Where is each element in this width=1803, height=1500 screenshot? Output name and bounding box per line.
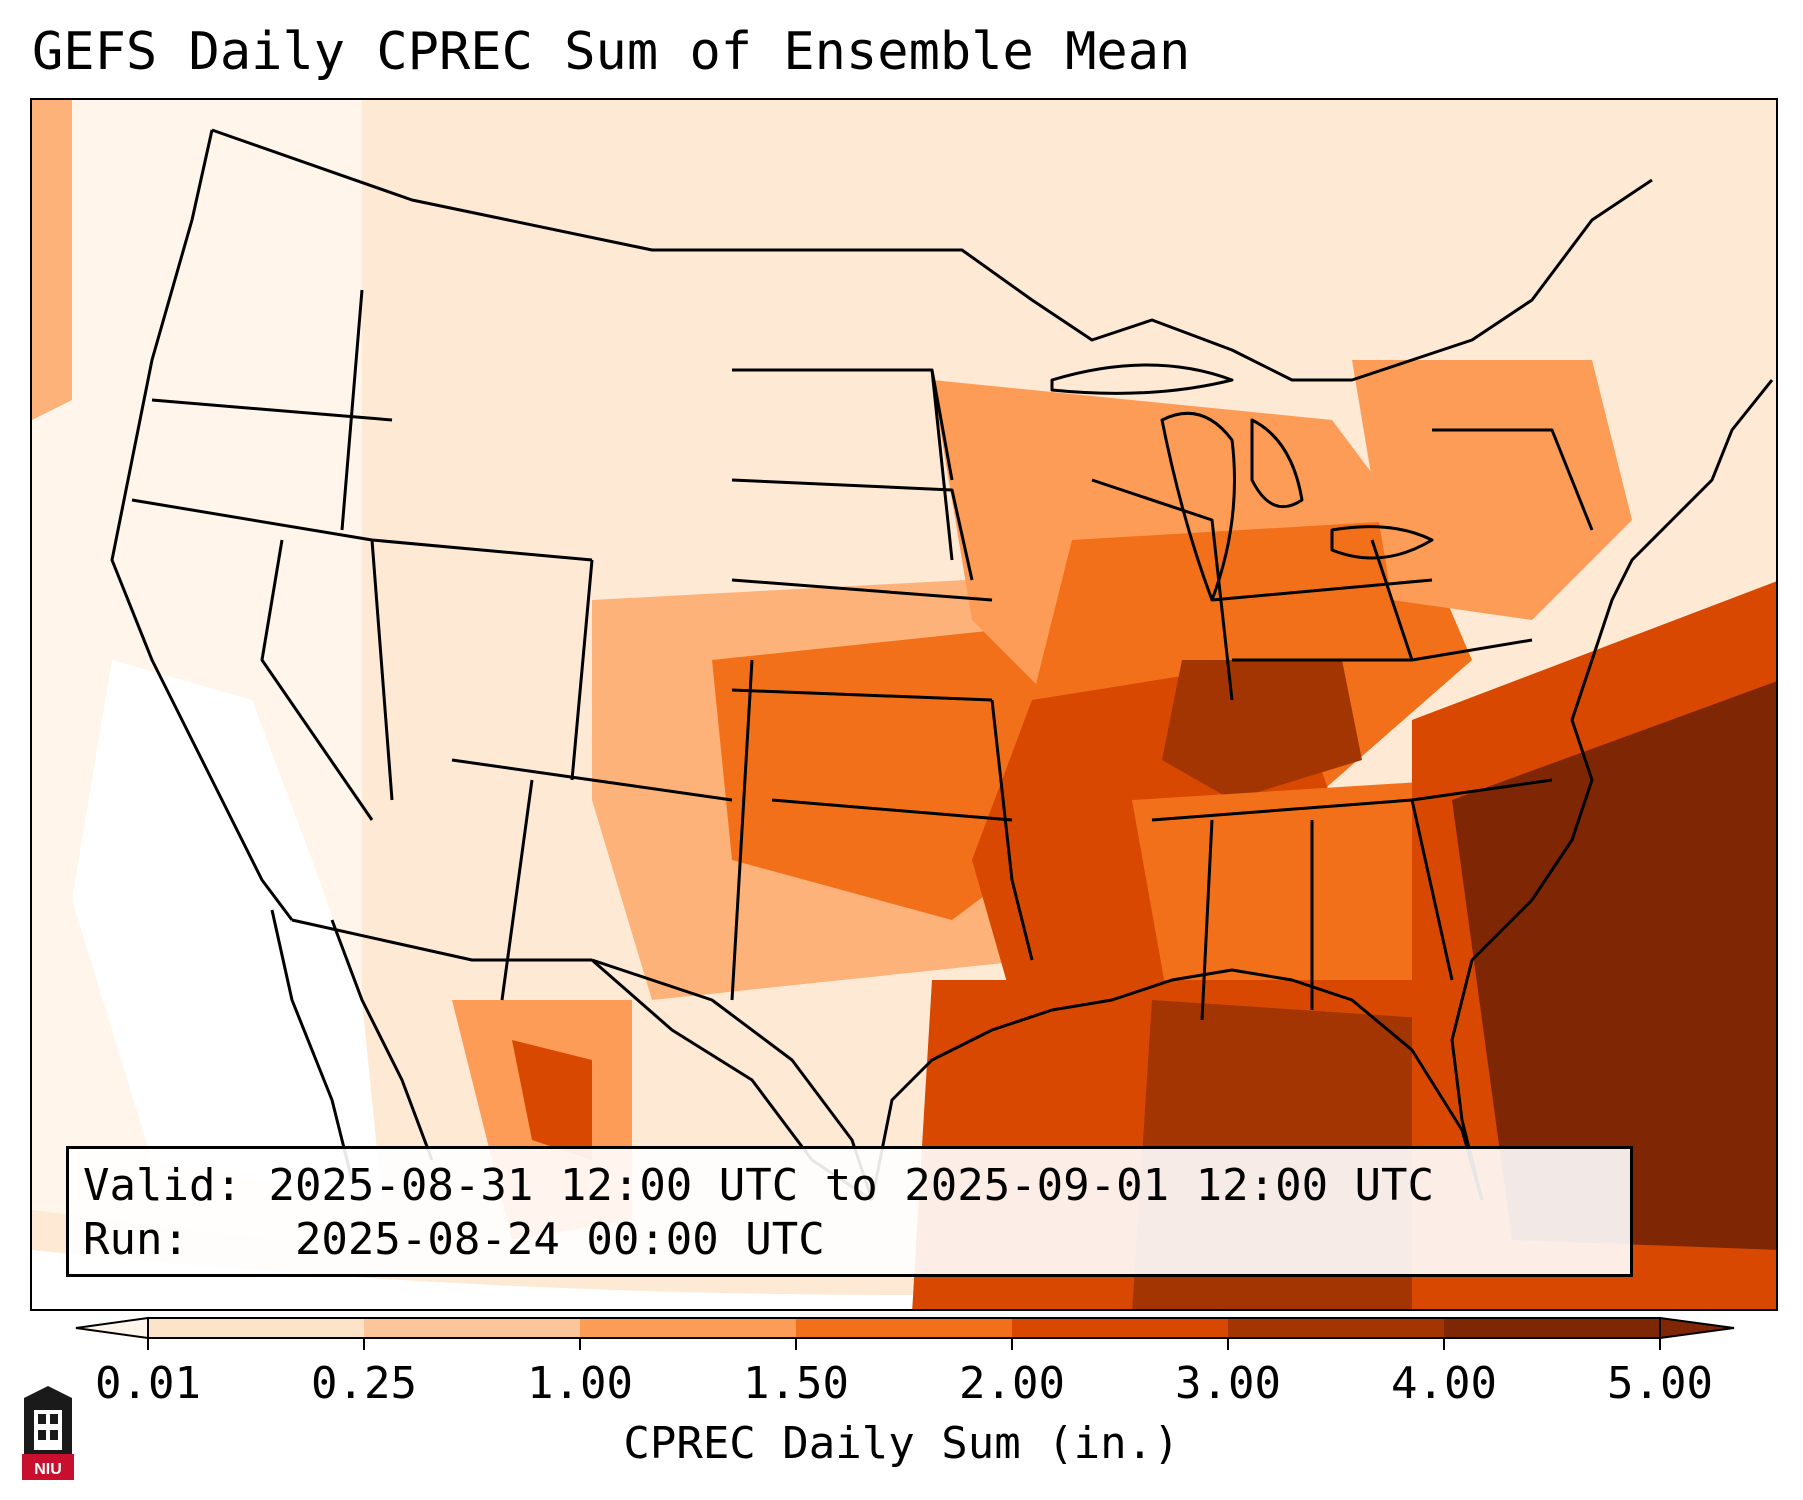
precip-zone-mexico-heavy bbox=[512, 1040, 592, 1160]
colorbar-border bbox=[147, 1317, 1661, 1339]
valid-value: 2025-08-31 12:00 UTC to 2025-09-01 12:00… bbox=[268, 1160, 1435, 1211]
niu-logo-text: NIU bbox=[34, 1461, 62, 1478]
colorbar-tick-label: 0.01 bbox=[95, 1358, 201, 1409]
colorbar-extend-high bbox=[1659, 1316, 1735, 1340]
run-row: Run: 2025-08-24 00:00 UTC bbox=[83, 1213, 1616, 1267]
texas-coast bbox=[870, 1008, 1053, 1201]
state-lines-west bbox=[131, 289, 754, 1001]
colorbar bbox=[75, 1316, 1735, 1350]
colorbar-extend-low bbox=[75, 1316, 149, 1340]
state-lines-east bbox=[1091, 428, 1594, 1021]
precip-zone-west-edge bbox=[32, 100, 72, 420]
colorbar-tick-label: 2.00 bbox=[959, 1358, 1065, 1409]
precip-zone-northeast bbox=[1352, 360, 1632, 620]
baja-coastline bbox=[270, 909, 434, 1181]
colorbar-tick-label: 5.00 bbox=[1607, 1358, 1713, 1409]
niu-logo-icon: NIU bbox=[22, 1386, 74, 1480]
valid-label: Valid: bbox=[83, 1160, 242, 1211]
state-lines-central bbox=[731, 368, 1034, 961]
colorbar-ticks bbox=[147, 1338, 1661, 1350]
gulf-coast bbox=[1051, 968, 1484, 1201]
colorbar-label: CPREC Daily Sum (in.) bbox=[623, 1418, 1180, 1469]
precip-field bbox=[32, 100, 1776, 1309]
precip-zone-atlantic-heavy bbox=[1452, 681, 1776, 1250]
colorbar-segment bbox=[148, 1318, 365, 1338]
colorbar-segment bbox=[1228, 1318, 1445, 1338]
boundaries bbox=[110, 128, 1774, 1202]
colorbar-tick-label: 1.00 bbox=[527, 1358, 633, 1409]
colorbar-segments bbox=[75, 1316, 1735, 1340]
run-value: 2025-08-24 00:00 UTC bbox=[294, 1214, 825, 1265]
colorbar-tick-label: 4.00 bbox=[1391, 1358, 1497, 1409]
map-panel[interactable] bbox=[30, 98, 1778, 1311]
east-coast bbox=[1450, 379, 1774, 1201]
colorbar-segment bbox=[796, 1318, 1013, 1338]
us-coastline-west bbox=[110, 129, 294, 921]
precip-map bbox=[32, 100, 1776, 1309]
colorbar-tick-label: 3.00 bbox=[1175, 1358, 1281, 1409]
colorbar-tick-label: 0.25 bbox=[311, 1358, 417, 1409]
colorbar-segment bbox=[364, 1318, 581, 1338]
colorbar-segment bbox=[1444, 1318, 1661, 1338]
precip-zone-kentucky bbox=[1162, 660, 1362, 800]
canada-border bbox=[211, 128, 1653, 382]
great-lakes bbox=[1050, 363, 1434, 602]
valid-row: Valid: 2025-08-31 12:00 UTC to 2025-09-0… bbox=[83, 1159, 1616, 1213]
page-title: GEFS Daily CPREC Sum of Ensemble Mean bbox=[32, 22, 1191, 82]
colorbar-tick-label: 1.50 bbox=[743, 1358, 849, 1409]
run-label: Run: bbox=[83, 1214, 189, 1265]
colorbar-segment bbox=[580, 1318, 797, 1338]
validity-info-box: Valid: 2025-08-31 12:00 UTC to 2025-09-0… bbox=[66, 1146, 1633, 1277]
colorbar-segment bbox=[1012, 1318, 1229, 1338]
precip-zone-white-pacific bbox=[72, 660, 382, 1200]
